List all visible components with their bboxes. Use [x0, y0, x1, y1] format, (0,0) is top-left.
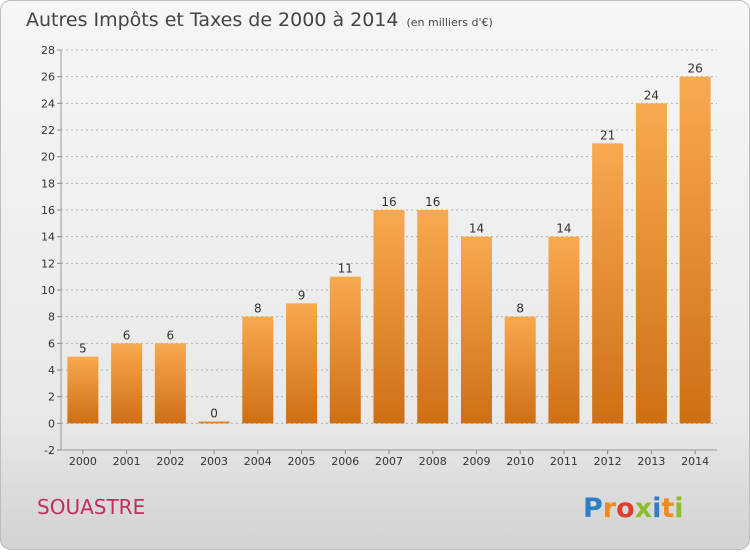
bar-2005 [286, 303, 318, 424]
bar-2004 [242, 316, 274, 424]
y-tick-label: 26 [41, 71, 55, 84]
proxiti-wordmark: Proxiti [583, 493, 684, 524]
bar-2009 [460, 236, 492, 424]
y-tick-label: 0 [48, 417, 55, 430]
proxiti-logo: Proxiti [583, 493, 684, 524]
data-label-2005: 9 [298, 288, 306, 302]
data-label-2012: 21 [600, 128, 615, 142]
data-label-2002: 6 [167, 328, 175, 342]
x-tick-label-2008: 2008 [419, 455, 447, 468]
data-label-2014: 26 [687, 62, 702, 76]
bar-2012 [592, 143, 624, 424]
data-label-2010: 8 [516, 302, 524, 316]
y-tick-label: 20 [41, 151, 55, 164]
bar-series [67, 76, 711, 424]
data-label-2000: 5 [79, 342, 87, 356]
bar-2002 [154, 343, 186, 424]
chart-header: Autres Impôts et Taxes de 2000 à 2014 (en… [26, 9, 493, 31]
bar-2013 [635, 103, 667, 424]
bar-2000 [67, 356, 99, 424]
data-label-2009: 14 [469, 222, 484, 236]
bar-2014 [679, 76, 711, 424]
bar-2006 [329, 276, 361, 424]
data-label-2001: 6 [123, 328, 131, 342]
x-tick-label-2006: 2006 [331, 455, 359, 468]
bar-2007 [373, 210, 405, 424]
y-tick-label: 14 [41, 231, 55, 244]
data-label-2007: 16 [381, 195, 396, 209]
data-label-2011: 14 [556, 222, 571, 236]
y-tick-label: 2 [48, 391, 55, 404]
y-tick-label: 10 [41, 284, 55, 297]
data-label-2003: 0 [210, 406, 218, 420]
x-tick-label-2004: 2004 [244, 455, 272, 468]
y-tick-label: 18 [41, 177, 55, 190]
y-tick-label: 12 [41, 257, 55, 270]
chart-title: Autres Impôts et Taxes de 2000 à 2014 (en… [26, 9, 493, 31]
x-tick-label-2005: 2005 [288, 455, 316, 468]
data-labels: 5 6 6 0 8 9 11 16 16 14 8 14 21 24 26 [79, 62, 703, 421]
bar-2010 [504, 316, 536, 424]
y-tick-label: 8 [48, 311, 55, 324]
data-label-2013: 24 [644, 88, 659, 102]
y-tick-label: 22 [41, 124, 55, 137]
y-tick-label: 6 [48, 337, 55, 350]
chart-unit: (en milliers d'€) [407, 16, 493, 29]
x-axis: 2000 2001 2002 2003 2004 2005 2006 2007 2008 2009… [61, 449, 717, 468]
x-tick-label-2013: 2013 [637, 455, 665, 468]
y-tick-label: -2 [44, 444, 55, 457]
x-tick-label-2007: 2007 [375, 455, 403, 468]
x-tick-label-2001: 2001 [113, 455, 141, 468]
chart-title-text: Autres Impôts et Taxes de 2000 à 2014 [26, 9, 399, 31]
y-tick-label: 28 [41, 44, 55, 57]
x-tick-label-2003: 2003 [200, 455, 228, 468]
x-tick-label-2014: 2014 [681, 455, 709, 468]
y-tick-label: 4 [48, 364, 55, 377]
x-tick-label-2011: 2011 [550, 455, 578, 468]
x-tick-label-2012: 2012 [594, 455, 622, 468]
x-tick-label-2000: 2000 [69, 455, 97, 468]
bar-2011 [548, 236, 580, 424]
bar-2003 [198, 421, 230, 424]
bar-2001 [111, 343, 143, 424]
commune-name: SOUASTRE [37, 495, 145, 519]
x-tick-label-2002: 2002 [156, 455, 184, 468]
x-tick-label-2010: 2010 [506, 455, 534, 468]
data-label-2004: 8 [254, 302, 262, 316]
bar-2008 [417, 210, 449, 424]
x-tick-label-2009: 2009 [462, 455, 490, 468]
data-label-2006: 11 [338, 262, 353, 276]
data-label-2008: 16 [425, 195, 440, 209]
y-tick-label: 24 [41, 97, 55, 110]
y-tick-label: 16 [41, 204, 55, 217]
